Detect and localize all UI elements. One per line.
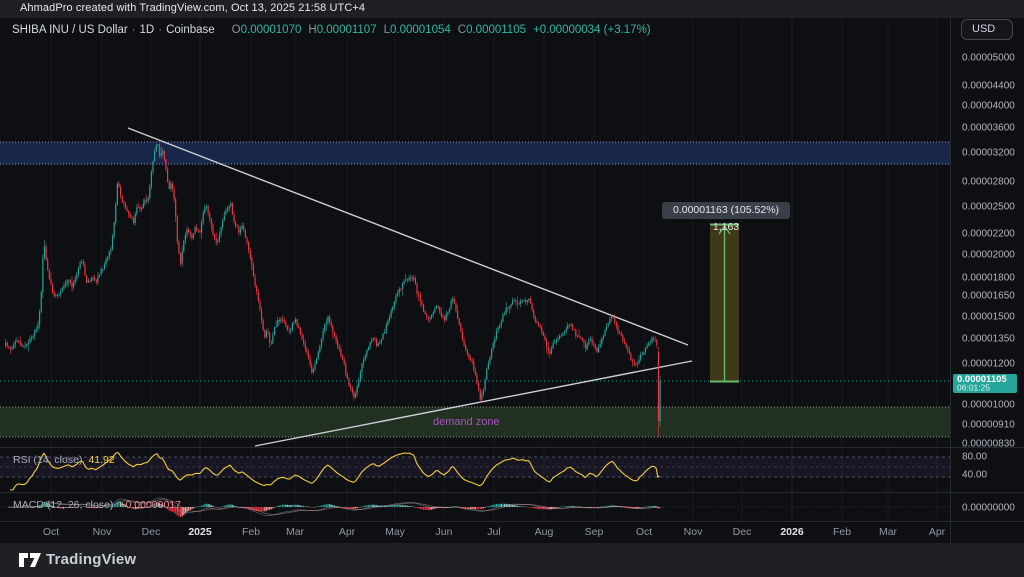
svg-text:40.00: 40.00 xyxy=(962,470,987,481)
change-value: +0.00000034 (+3.17%) xyxy=(532,24,651,36)
svg-text:Nov: Nov xyxy=(684,526,703,538)
exchange-label: Coinbase xyxy=(166,24,215,36)
attribution-text: AhmadPro created with TradingView.com, O… xyxy=(20,2,366,14)
svg-text:0.00004000: 0.00004000 xyxy=(962,101,1015,112)
svg-text:0.00001800: 0.00001800 xyxy=(962,273,1015,284)
svg-text:0.00000000: 0.00000000 xyxy=(962,503,1015,514)
svg-text:May: May xyxy=(385,526,406,538)
high-value: 0.00001107 xyxy=(316,24,377,36)
tradingview-logo-icon[interactable] xyxy=(18,549,42,571)
svg-text:0.00005000: 0.00005000 xyxy=(962,53,1015,64)
svg-text:0.00001350: 0.00001350 xyxy=(962,334,1015,345)
open-value: 0.00001070 xyxy=(240,24,302,36)
macd-label[interactable]: MACD (12, 26, close) xyxy=(13,499,114,511)
svg-text:Apr: Apr xyxy=(929,526,946,538)
svg-text:Feb: Feb xyxy=(833,526,851,538)
svg-text:0.00000830: 0.00000830 xyxy=(962,439,1015,450)
svg-text:Apr: Apr xyxy=(339,526,356,538)
svg-text:Mar: Mar xyxy=(879,526,898,538)
svg-text:Oct: Oct xyxy=(636,526,652,538)
macd-indicator-legend[interactable]: MACD (12, 26, close) −0.00000017 xyxy=(13,499,181,511)
svg-text:0.00001000: 0.00001000 xyxy=(962,400,1015,411)
svg-text:Feb: Feb xyxy=(242,526,260,538)
svg-text:Mar: Mar xyxy=(286,526,305,538)
svg-text:0.00002000: 0.00002000 xyxy=(962,250,1015,261)
currency-toggle-button[interactable]: USD xyxy=(961,19,1013,40)
svg-text:0.00003200: 0.00003200 xyxy=(962,148,1015,159)
footer-bar: TradingView xyxy=(0,543,1024,577)
svg-text:2025: 2025 xyxy=(188,526,212,538)
rsi-indicator-legend[interactable]: RSI (14, close) 41.92 xyxy=(13,454,115,466)
svg-text:0.00001105: 0.00001105 xyxy=(957,374,1007,385)
svg-text:06:01:25: 06:01:25 xyxy=(957,383,990,393)
svg-text:Dec: Dec xyxy=(142,526,161,538)
svg-text:0.00000910: 0.00000910 xyxy=(962,420,1015,431)
price-range-measure-label[interactable]: 0.00001163 (105.52%) 1,163 xyxy=(662,202,790,233)
svg-text:Aug: Aug xyxy=(535,526,554,538)
svg-text:Jul: Jul xyxy=(487,526,500,538)
svg-text:2026: 2026 xyxy=(780,526,804,538)
svg-text:0.00002200: 0.00002200 xyxy=(962,229,1015,240)
interval-label[interactable]: 1D xyxy=(139,24,155,36)
svg-text:0.00002800: 0.00002800 xyxy=(962,177,1015,188)
tradingview-brand-text[interactable]: TradingView xyxy=(46,551,137,568)
svg-text:0.00001500: 0.00001500 xyxy=(962,312,1015,323)
macd-value: −0.00000017 xyxy=(119,499,181,511)
low-value: 0.00001054 xyxy=(390,24,451,36)
symbol-title[interactable]: SHIBA INU / US Dollar xyxy=(12,24,128,36)
attribution-bar: AhmadPro created with TradingView.com, O… xyxy=(0,0,1024,18)
svg-text:Dec: Dec xyxy=(733,526,752,538)
svg-text:80.00: 80.00 xyxy=(962,452,987,463)
svg-text:Sep: Sep xyxy=(585,526,604,538)
rsi-label[interactable]: RSI (14, close) xyxy=(13,454,83,466)
rsi-value: 41.92 xyxy=(88,454,115,466)
demand-zone-label[interactable]: demand zone xyxy=(433,416,500,428)
svg-text:0.00003600: 0.00003600 xyxy=(962,123,1015,134)
svg-text:0.00002500: 0.00002500 xyxy=(962,202,1015,213)
svg-text:0.00001200: 0.00001200 xyxy=(962,359,1015,370)
close-value: 0.00001105 xyxy=(466,24,526,36)
svg-text:0.00001650: 0.00001650 xyxy=(962,291,1015,302)
svg-text:Oct: Oct xyxy=(43,526,59,538)
symbol-legend[interactable]: SHIBA INU / US Dollar · 1D · Coinbase O0.0000… xyxy=(12,24,651,36)
ohlc-values: O0.00001070 H0.00001107 L0.00001054 C0.0000… xyxy=(231,24,651,36)
svg-text:0.00004400: 0.00004400 xyxy=(962,81,1015,92)
svg-text:Jun: Jun xyxy=(436,526,453,538)
svg-text:Nov: Nov xyxy=(93,526,112,538)
